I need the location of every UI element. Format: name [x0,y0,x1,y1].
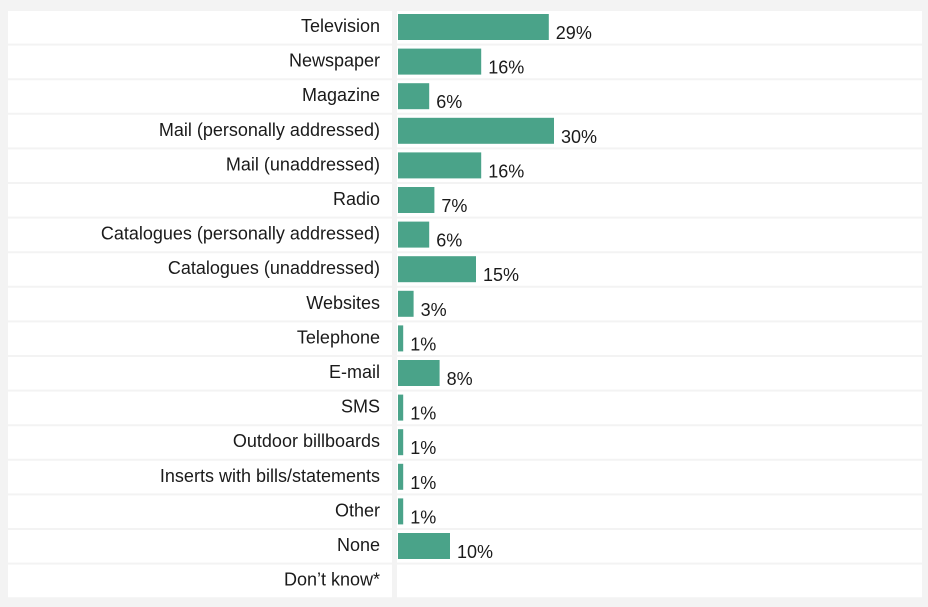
row-label-cell [8,11,392,44]
category-label: Catalogues (unaddressed) [168,258,380,278]
category-label: Outdoor billboards [233,431,380,451]
row-bar-cell [397,80,922,113]
category-labels: Television Newspaper Magazine Mail (persona… [101,16,380,590]
row-bar-cell [397,45,922,79]
value-label: 1% [410,404,436,424]
value-label: 10% [457,542,493,562]
value-label: 8% [447,369,473,389]
bars [398,14,554,559]
value-label: 1% [410,438,436,458]
row-bar-cell [397,564,922,598]
row-bar-cell [397,391,922,425]
row-label-cell [8,357,392,390]
bar [398,187,435,213]
row-label-cell [8,114,392,148]
row-label-cell [8,322,392,355]
bar [398,221,430,248]
bar [398,290,414,317]
row-label-cell [8,426,392,459]
row-backgrounds [8,11,922,598]
value-label: 3% [421,300,447,320]
bar [398,463,404,490]
category-label: Inserts with bills/statements [160,466,380,486]
category-label: Television [301,16,380,36]
value-labels: 29% 16% 6% 30% 16% 7% 6% 15% 3% 1% 8% 1% 1% 1% 1% 10% [410,23,597,562]
category-label: Telephone [297,327,380,347]
bar [398,48,482,75]
value-label: 16% [488,58,524,78]
row-label-cell [8,184,392,217]
bar [398,83,430,110]
value-label: 6% [436,92,462,112]
value-label: 7% [441,196,467,216]
row-bar-cell [397,253,922,286]
bar [398,325,404,352]
bar [398,152,482,179]
row-label-cell [8,460,392,494]
bar [398,533,450,559]
category-label: Radio [333,189,380,209]
category-label: Magazine [302,85,380,105]
row-bar-cell [397,460,922,494]
value-label: 1% [410,334,436,354]
value-label: 15% [483,265,519,285]
row-bar-cell [397,322,922,355]
value-label: 30% [561,127,597,147]
category-label: None [337,535,380,555]
value-label: 1% [410,473,436,493]
bar [398,429,404,456]
row-bar-cell [397,426,922,459]
category-label: Newspaper [289,51,380,71]
category-label: Don’t know* [284,570,380,590]
row-bar-cell [397,287,922,321]
row-label-cell [8,218,392,252]
row-label-cell [8,80,392,113]
row-label-cell [8,530,392,563]
value-label: 16% [488,161,524,181]
category-label: Mail (unaddressed) [226,154,380,174]
value-label: 1% [410,507,436,527]
row-label-cell [8,564,392,598]
category-label: E-mail [329,362,380,382]
row-label-cell [8,253,392,286]
row-bar-cell [397,357,922,390]
row-bar-cell [397,218,922,252]
value-label: 29% [556,23,592,43]
bar [398,394,404,421]
value-label: 6% [436,231,462,251]
row-label-cell [8,287,392,321]
row-bar-cell [397,495,922,528]
bar [398,256,476,283]
bar [398,117,554,144]
row-label-cell [8,149,392,182]
category-label: Mail (personally addressed) [159,120,380,140]
category-label: Other [335,500,380,520]
category-label: Catalogues (personally addressed) [101,224,380,244]
row-bar-cell [397,184,922,217]
category-label: SMS [341,397,380,417]
row-bar-cell [397,149,922,182]
bar [398,498,404,525]
bar [398,360,440,386]
row-label-cell [8,45,392,79]
row-bar-cell [397,530,922,563]
bar [398,14,549,40]
row-label-cell [8,495,392,528]
category-label: Websites [306,293,380,313]
row-label-cell [8,391,392,425]
